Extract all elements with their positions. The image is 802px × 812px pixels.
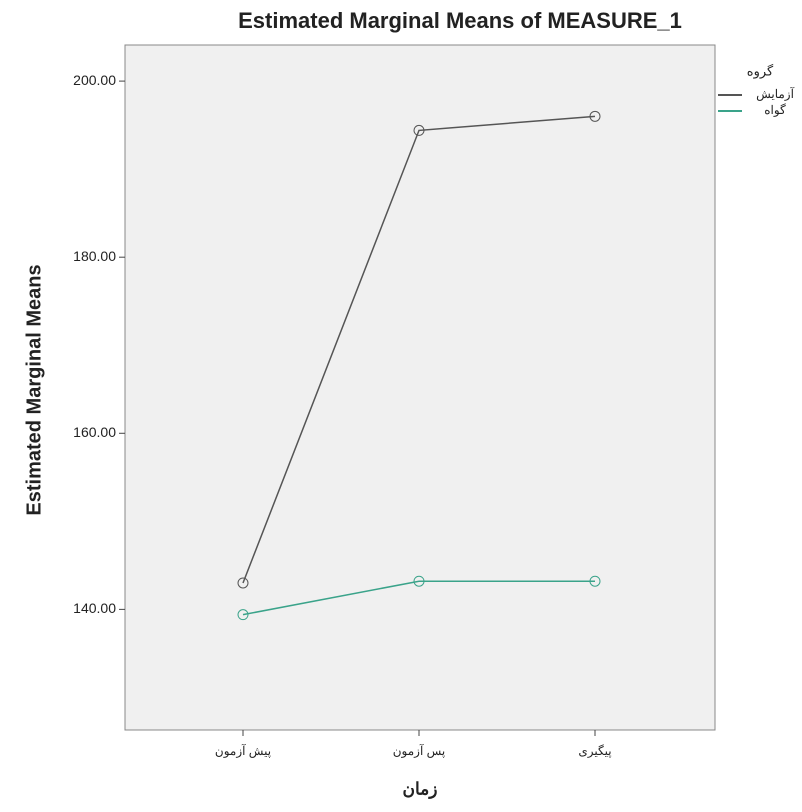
x-tick-label: پیش آزمون bbox=[215, 743, 271, 758]
x-axis-title: زمان bbox=[403, 779, 438, 799]
point bbox=[413, 124, 425, 136]
point bbox=[589, 110, 601, 122]
chart-title: Estimated Marginal Means of MEASURE_1 bbox=[238, 8, 682, 33]
legend-label: گواه bbox=[764, 103, 786, 117]
y-tick-label: 200.00 bbox=[73, 72, 116, 88]
series-line bbox=[242, 580, 595, 616]
point bbox=[237, 609, 249, 621]
point bbox=[589, 575, 601, 587]
x-tick-label: پیگیری bbox=[578, 744, 611, 758]
x-tick-label: پس آزمون bbox=[393, 743, 446, 758]
y-tick-label: 180.00 bbox=[73, 248, 116, 264]
y-axis-title: Estimated Marginal Means bbox=[23, 264, 45, 515]
y-tick-label: 160.00 bbox=[73, 424, 116, 440]
series-line bbox=[242, 115, 596, 584]
legend-label: آزمایش bbox=[756, 86, 795, 101]
plot-area bbox=[124, 44, 716, 731]
legend-title: گروه bbox=[747, 63, 774, 79]
y-tick-label: 140.00 bbox=[73, 600, 116, 616]
point bbox=[237, 577, 249, 589]
point bbox=[413, 575, 425, 587]
